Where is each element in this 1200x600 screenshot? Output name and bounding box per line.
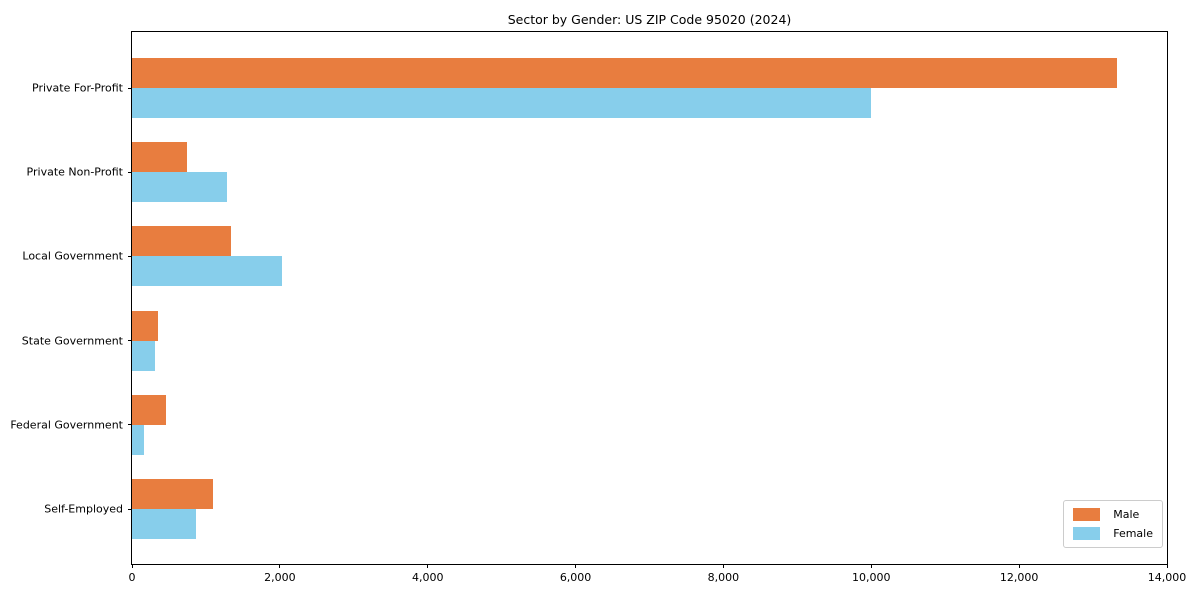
y-tick-private-for-profit bbox=[128, 87, 132, 89]
legend-item-male: Male bbox=[1073, 508, 1153, 521]
bar-male-local-government bbox=[132, 226, 231, 257]
y-tick-self-employed bbox=[128, 508, 132, 510]
legend: Male Female bbox=[1063, 500, 1163, 548]
y-label-federal-government: Federal Government bbox=[10, 418, 123, 432]
legend-label-female: Female bbox=[1113, 527, 1153, 540]
chart-title: Sector by Gender: US ZIP Code 95020 (202… bbox=[507, 12, 792, 27]
y-tick-federal-government bbox=[128, 424, 132, 426]
plot-area: Male Female Private For-Profit Private Non… bbox=[10, 31, 1186, 584]
x-tick-8000 bbox=[722, 564, 724, 568]
legend-swatch-male bbox=[1073, 508, 1101, 521]
x-tick-14000 bbox=[1166, 564, 1168, 568]
y-label-self-employed: Self-Employed bbox=[44, 502, 123, 516]
bar-female-local-government bbox=[132, 256, 282, 287]
bar-female-state-government bbox=[132, 340, 155, 371]
x-label-12000: 12,000 bbox=[999, 571, 1039, 584]
y-label-private-non-profit: Private Non-Profit bbox=[26, 165, 123, 179]
x-tick-2000 bbox=[279, 564, 281, 568]
y-label-local-government: Local Government bbox=[22, 249, 123, 263]
y-tick-state-government bbox=[128, 340, 132, 342]
x-tick-10000 bbox=[870, 564, 872, 568]
x-tick-0 bbox=[131, 564, 133, 568]
x-label-6000: 6,000 bbox=[559, 571, 592, 584]
bar-male-private-non-profit bbox=[132, 142, 187, 173]
bar-male-federal-government bbox=[132, 394, 166, 425]
y-label-state-government: State Government bbox=[21, 334, 123, 348]
x-label-10000: 10,000 bbox=[852, 571, 891, 584]
x-tick-12000 bbox=[1018, 564, 1020, 568]
x-label-0: 0 bbox=[128, 571, 136, 584]
bar-female-private-for-profit bbox=[132, 88, 871, 118]
bar-female-self-employed bbox=[132, 509, 196, 539]
x-tick-6000 bbox=[575, 564, 577, 568]
legend-item-female: Female bbox=[1073, 527, 1153, 540]
bar-male-self-employed bbox=[132, 479, 213, 509]
legend-swatch-female bbox=[1073, 527, 1101, 540]
legend-label-male: Male bbox=[1113, 508, 1140, 521]
x-label-2000: 2,000 bbox=[264, 571, 296, 584]
x-label-4000: 4,000 bbox=[411, 571, 444, 584]
bar-male-state-government bbox=[132, 310, 158, 341]
x-label-14000: 14,000 bbox=[1147, 571, 1187, 584]
bar-female-private-non-profit bbox=[132, 172, 227, 203]
x-tick-4000 bbox=[427, 564, 429, 568]
x-label-8000: 8,000 bbox=[707, 571, 740, 584]
y-tick-local-government bbox=[128, 255, 132, 257]
bar-male-private-for-profit bbox=[132, 58, 1117, 88]
y-label-private-for-profit: Private For-Profit bbox=[32, 81, 123, 95]
y-tick-private-non-profit bbox=[128, 171, 132, 173]
bar-female-federal-government bbox=[132, 424, 144, 455]
